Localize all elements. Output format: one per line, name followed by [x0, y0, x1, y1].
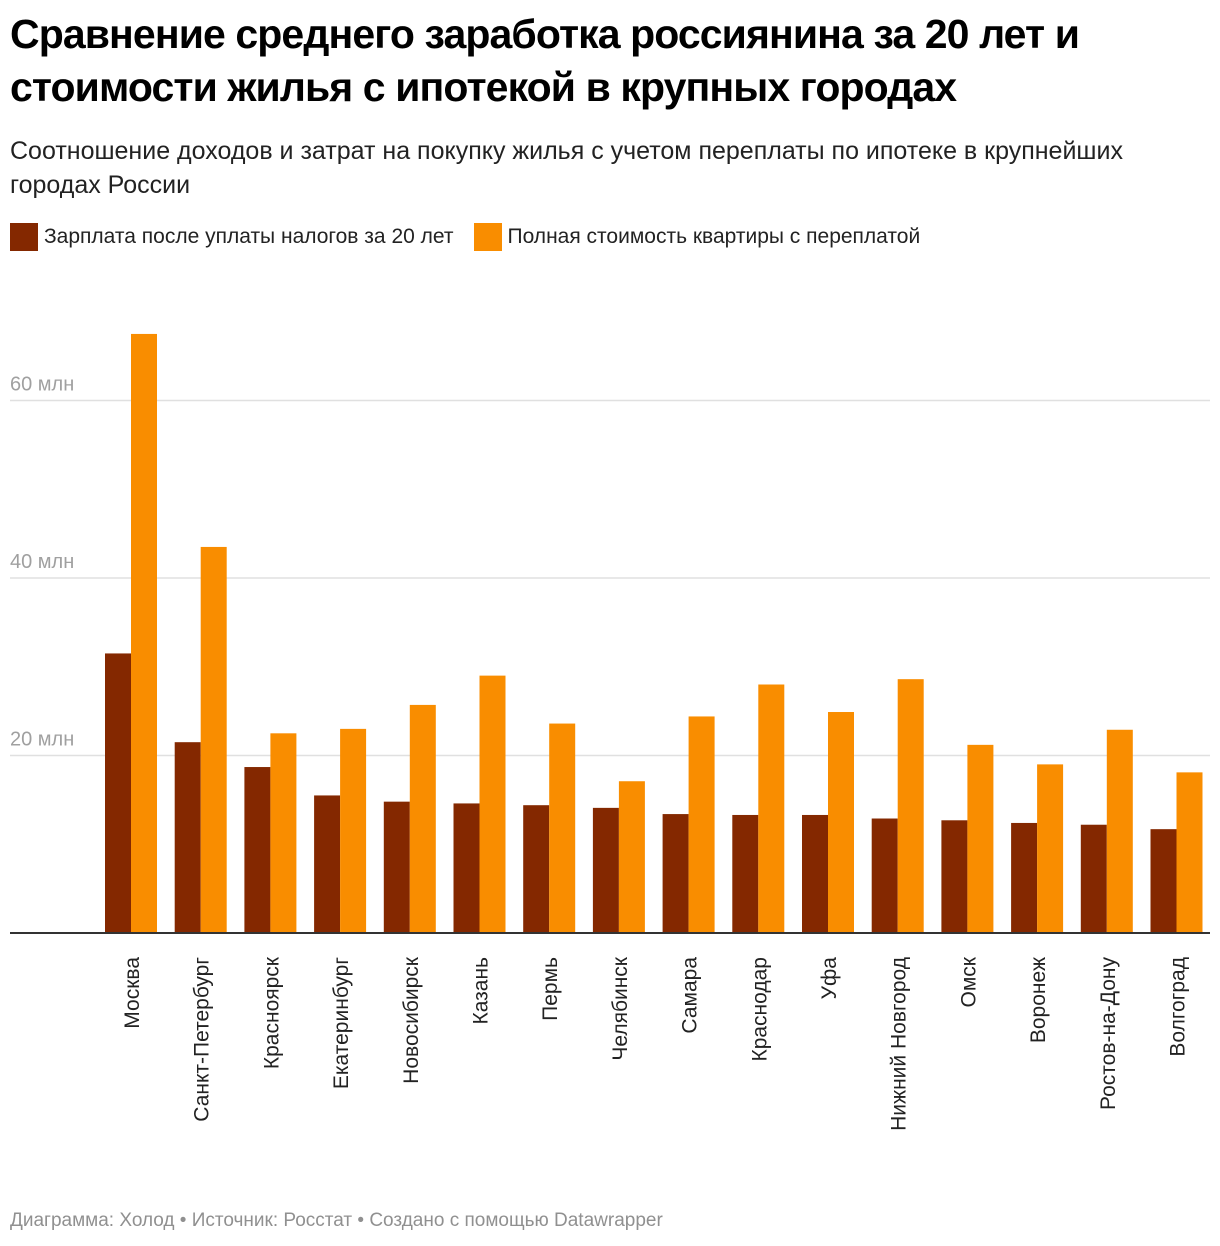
- bar-salary: [941, 820, 968, 933]
- x-tick-label: Санкт-Петербург: [191, 957, 214, 1122]
- bar-salary: [453, 803, 480, 933]
- bar-apartment: [1037, 764, 1064, 933]
- x-tick-label: Новосибирск: [400, 956, 423, 1084]
- legend-label-apartment: Полная стоимость квартиры с переплатой: [507, 225, 921, 248]
- x-tick-label: Казань: [470, 957, 493, 1025]
- bar-apartment: [1106, 729, 1133, 933]
- bar-salary: [1011, 822, 1038, 933]
- x-tick-label: Екатеринбург: [330, 957, 353, 1089]
- bar-apartment: [967, 744, 994, 933]
- bar-apartment: [340, 728, 367, 933]
- legend-swatch-salary: [10, 223, 38, 251]
- y-tick-label: 40 млн: [10, 551, 74, 573]
- legend: Зарплата после уплаты налогов за 20 лет …: [10, 223, 940, 251]
- legend-item-salary: Зарплата после уплаты налогов за 20 лет: [10, 223, 454, 251]
- y-tick-label: 60 млн: [10, 374, 74, 396]
- x-tick-label: Ростов-на-Дону: [1097, 957, 1120, 1110]
- bar-salary: [174, 742, 201, 933]
- legend-label-salary: Зарплата после уплаты налогов за 20 лет: [44, 225, 454, 248]
- bar-salary: [592, 807, 619, 933]
- bar-salary: [1080, 824, 1107, 933]
- bar-salary: [314, 795, 341, 933]
- bar-apartment: [131, 333, 157, 933]
- legend-swatch-apartment: [473, 223, 502, 251]
- chart-subtitle: Соотношение доходов и затрат на покупку …: [10, 137, 1123, 199]
- bar-apartment: [1176, 772, 1203, 933]
- x-tick-label: Волгоград: [1167, 957, 1190, 1057]
- chart-footer: Диаграмма: Холод • Источник: Росстат • С…: [10, 1210, 663, 1231]
- x-tick-label: Нижний Новгород: [888, 957, 911, 1131]
- chart-title: Сравнение среднего заработка россиянина …: [10, 11, 1080, 110]
- bar-apartment: [688, 716, 715, 933]
- legend-item-apartment: Полная стоимость квартиры с переплатой: [473, 223, 921, 251]
- bar-salary: [662, 814, 689, 933]
- x-tick-label: Красноярск: [260, 956, 283, 1069]
- bar-salary: [383, 801, 410, 933]
- bar-salary: [244, 767, 271, 933]
- bar-chart: 20 млн 40 млн 60 млн Москва Санкт-Петербург К…: [10, 333, 1210, 1131]
- bar-apartment: [549, 723, 576, 933]
- bar-apartment: [897, 679, 924, 933]
- bar-apartment: [270, 733, 297, 933]
- bar-apartment: [409, 704, 436, 933]
- bar-apartment: [479, 675, 506, 933]
- bar-salary: [871, 818, 898, 933]
- bar-apartment: [828, 712, 854, 933]
- y-tick-label: 20 млн: [10, 729, 74, 751]
- x-tick-label: Омск: [957, 956, 980, 1007]
- bar-apartment: [758, 684, 785, 933]
- x-tick-label: Самара: [679, 957, 702, 1034]
- bar-apartment: [200, 546, 227, 933]
- x-tick-label: Краснодар: [748, 957, 771, 1062]
- x-tick-label: Пермь: [539, 957, 562, 1021]
- bar-salary: [523, 805, 550, 933]
- x-tick-label: Москва: [121, 957, 144, 1029]
- bar-apartment: [618, 781, 645, 933]
- bar-salary: [732, 814, 759, 933]
- x-tick-label: Челябинск: [609, 956, 632, 1060]
- x-tick-label: Уфа: [818, 957, 841, 1000]
- bar-salary: [1150, 829, 1177, 933]
- bar-salary: [105, 653, 131, 933]
- bar-salary: [802, 814, 828, 933]
- x-tick-label: Воронеж: [1027, 957, 1050, 1043]
